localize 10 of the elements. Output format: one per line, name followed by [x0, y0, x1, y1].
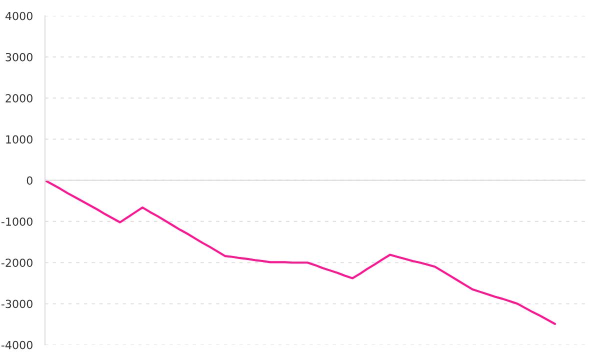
y-tick-label: 0: [26, 176, 32, 185]
y-tick-label: -4000: [1, 340, 32, 350]
y-tick-label: -2000: [1, 258, 32, 267]
y-tick-label: 3000: [6, 52, 32, 62]
y-tick-label: 4000: [5, 12, 32, 20]
y-tick-label: 2000: [6, 94, 32, 102]
y-tick-label: 1000: [6, 135, 32, 144]
y-tick-label: -3000: [1, 300, 32, 308]
y-tick-label: -1000: [1, 217, 32, 226]
line-series: [45, 179, 556, 325]
